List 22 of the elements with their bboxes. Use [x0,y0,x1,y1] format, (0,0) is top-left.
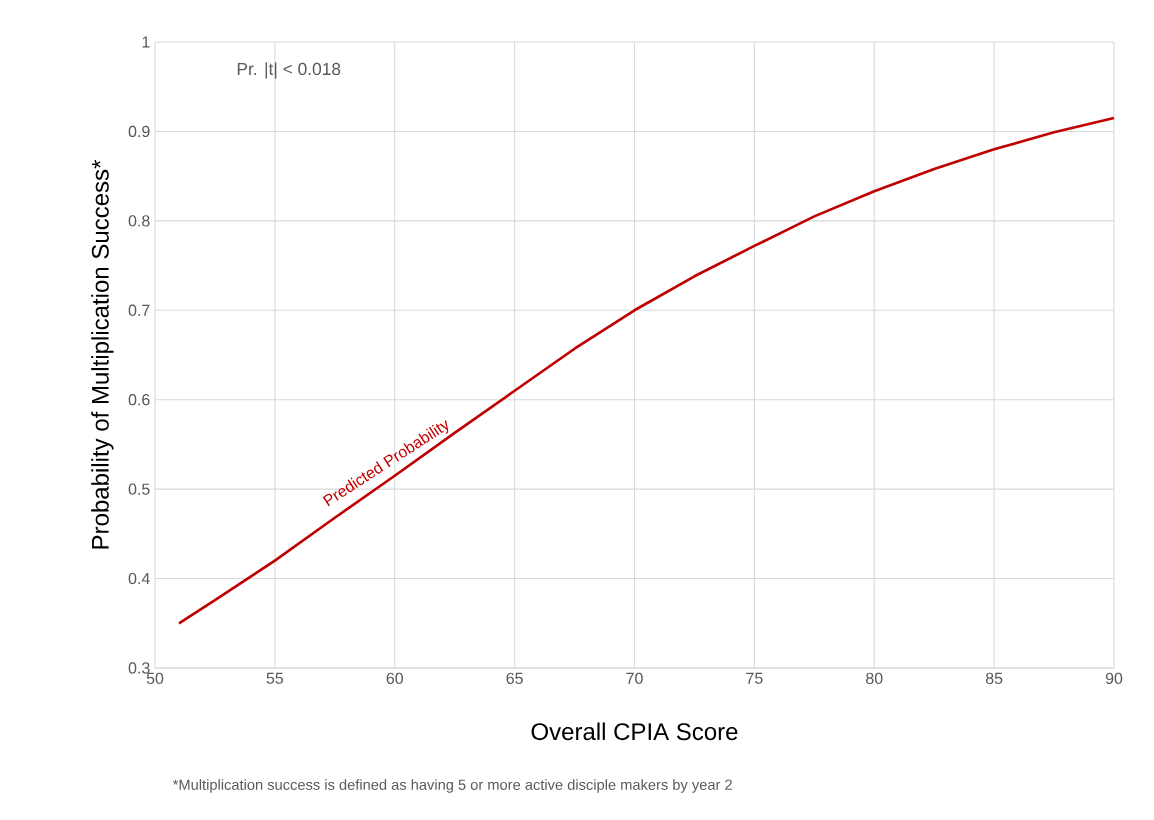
x-tick-label: 50 [146,672,164,685]
line-series [177,116,1116,625]
x-tick-label: 70 [626,672,643,685]
y-tick-label: 0.8 [128,215,150,227]
y-tick-label: 1 [142,36,150,48]
x-tick-label: 75 [746,672,763,684]
y-tick-label: 0.3 [128,662,150,674]
y-axis-title: Probability of Multiplication Success* [91,160,114,549]
y-tick-label: 0.9 [128,125,150,138]
text: *Multiplication success is defined as having 5 or more active disciple makers by year 2 [172,779,732,793]
x-tick-label: 80 [866,672,883,685]
x-tick-label: 60 [386,672,404,685]
y-tick-label: 0.5 [128,483,150,495]
x-tick-label: 55 [266,672,284,684]
y-tick-label: 0.6 [128,394,150,406]
x-tick-label: 90 [1105,672,1123,685]
y-tick-label: 0.4 [128,572,150,585]
y-tick-label: 0.7 [128,304,150,316]
x-tick-label: 85 [985,672,1003,685]
x-tick-label: 65 [506,672,523,685]
x-axis-title: Overall CPIA Score [531,722,738,741]
annotation: Pr. |t| < 0.018 [237,62,341,79]
